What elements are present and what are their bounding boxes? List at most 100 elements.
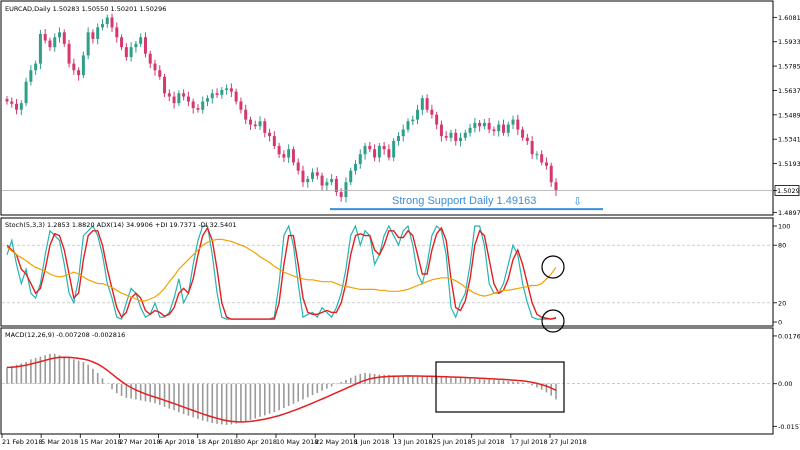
x-tick-label: 10 May 2018: [276, 438, 318, 446]
candle-body: [81, 55, 85, 76]
candle-body: [234, 91, 238, 102]
stoch-tick-label: 80: [778, 242, 786, 250]
candle-body: [186, 96, 190, 102]
candle-body: [248, 119, 252, 125]
macd-title: MACD(12,26,9) -0.007208 -0.002816: [5, 331, 125, 339]
candle-body: [530, 141, 534, 155]
price-tick-label: 1.51930: [778, 160, 800, 168]
x-tick-label: 17 Jul 2018: [511, 438, 548, 446]
stoch-y-axis: 100 80 20 0: [773, 223, 790, 327]
candle-body: [115, 27, 119, 38]
candle-body: [19, 103, 23, 110]
candle-body: [554, 182, 558, 191]
price-tick-label: 1.60810: [778, 14, 800, 22]
price-tick-label: 1.59330: [778, 38, 800, 46]
macd-signal-curve: [6, 356, 557, 423]
candle-body: [72, 63, 76, 71]
candle-body: [521, 129, 525, 138]
stoch-lines: [6, 224, 557, 320]
candle-body: [167, 93, 171, 97]
x-tick-label: 18 Apr 2018: [198, 438, 238, 446]
candle-body: [392, 141, 396, 158]
highlight-box: [435, 361, 565, 413]
candle-body: [15, 103, 19, 110]
x-tick-label: 5 Mar 2018: [41, 438, 78, 446]
candle-body: [363, 145, 367, 155]
candle-body: [268, 132, 272, 137]
candle-body: [549, 165, 553, 183]
candle-body: [325, 182, 329, 186]
candle-body: [62, 32, 66, 44]
candle-body: [91, 32, 95, 39]
candle-body: [368, 145, 372, 150]
candle-body: [525, 137, 529, 142]
candle-body: [468, 127, 472, 133]
candle-body: [105, 17, 109, 25]
candle-body: [482, 122, 486, 127]
candle-body: [34, 63, 38, 71]
candle-body: [215, 93, 219, 95]
macd-histogram: [6, 353, 557, 425]
candle-body: [320, 175, 324, 186]
price-tick-label: 1.53410: [778, 136, 800, 144]
candle-body: [277, 145, 281, 155]
x-tick-label: 1 Jun 2018: [354, 438, 389, 446]
candle-body: [535, 154, 539, 156]
macd-signal-line: [6, 356, 557, 423]
candle-body: [497, 124, 501, 132]
candle-body: [473, 122, 477, 128]
candle-body: [163, 76, 167, 94]
candle-body: [425, 98, 429, 110]
candle-body: [148, 53, 152, 64]
highlight-circle-stoch: [541, 309, 565, 333]
candle-body: [330, 178, 334, 183]
candle-body: [540, 154, 544, 163]
candle-body: [129, 47, 133, 58]
candle-body: [96, 27, 100, 39]
candle-body: [201, 101, 205, 110]
candle-body: [401, 129, 405, 137]
price-tick-label: 1.56370: [778, 87, 800, 95]
candle-body: [511, 119, 515, 125]
macd-panel-frame: [0, 327, 774, 435]
x-tick-label: 25 Jun 2018: [433, 438, 472, 446]
candle-body: [134, 43, 138, 48]
candle-body: [454, 132, 458, 142]
candle-body: [315, 172, 319, 176]
x-tick-label: 5 Jul 2018: [472, 438, 505, 446]
candle-body: [396, 136, 400, 142]
candle-body: [124, 47, 128, 58]
price-title: EURCAD,Daily 1.50283 1.50550 1.50201 1.5…: [5, 5, 166, 13]
candle-body: [239, 101, 243, 110]
candle-body: [253, 124, 257, 127]
candle-body: [444, 136, 448, 138]
candle-body: [287, 149, 291, 158]
x-tick-label: 15 Mar 2018: [80, 438, 121, 446]
candle-body: [220, 89, 224, 95]
candle-body: [29, 70, 33, 82]
candle-body: [544, 162, 548, 166]
candle-body: [282, 154, 286, 158]
candle-body: [77, 70, 81, 76]
price-panel-frame: [0, 0, 774, 216]
candle-body: [382, 145, 386, 150]
x-tick-label: 30 Apr 2018: [237, 438, 277, 446]
candle-body: [67, 43, 71, 64]
candle-body: [406, 121, 410, 130]
candle-body: [516, 119, 520, 130]
candle-body: [5, 99, 9, 102]
x-tick-label: 13 Jun 2018: [393, 438, 432, 446]
stoch-panel-frame: [0, 217, 774, 327]
candle-body: [435, 114, 439, 125]
candle-body: [263, 121, 267, 133]
candle-body: [244, 109, 248, 120]
x-tick-label: 21 Feb 2018: [2, 438, 42, 446]
candle-body: [48, 40, 52, 48]
candle-body: [506, 124, 510, 133]
candle-body: [358, 154, 362, 165]
candle-body: [301, 170, 305, 183]
candle-body: [449, 132, 453, 138]
candle-body: [100, 24, 104, 28]
candle-body: [459, 137, 463, 142]
candle-body: [206, 98, 210, 102]
